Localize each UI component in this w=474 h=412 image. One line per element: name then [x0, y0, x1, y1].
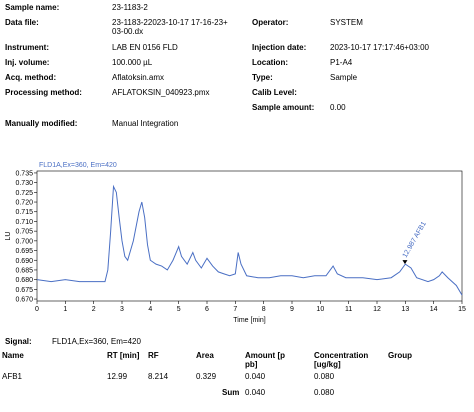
x-tick-label: 10 [316, 306, 324, 313]
column-header: Group [388, 351, 412, 360]
y-tick-label: 0.710 [15, 219, 33, 226]
plot-frame [36, 170, 463, 302]
field-label: Sample amount: [252, 103, 315, 112]
sum-amount: 0.040 [245, 388, 266, 397]
chart-title: FLD1A,Ex=360, Em=420 [39, 162, 117, 169]
y-tick-label: 0.670 [15, 297, 33, 304]
column-header: Amount [ppb] [245, 351, 285, 369]
field-value: SYSTEM [330, 18, 363, 27]
signal-trace [36, 184, 463, 296]
y-tick-label: 0.700 [15, 238, 33, 245]
field-label: Data file: [5, 18, 39, 27]
x-tick-label: 0 [35, 306, 39, 313]
field-label: Type: [252, 73, 273, 82]
column-header: Area [196, 351, 214, 360]
y-tick-label: 0.690 [15, 258, 33, 265]
x-tick-label: 14 [430, 306, 438, 313]
x-tick-label: 4 [148, 306, 152, 313]
x-tick-label: 6 [205, 306, 209, 313]
column-header: RT [min] [107, 351, 140, 360]
field-value: LAB EN 0156 FLD [112, 43, 178, 52]
field-value: Sample [330, 73, 358, 82]
sum-concentration: 0.080 [314, 388, 335, 397]
x-tick-label: 8 [262, 306, 266, 313]
field-value: Manual Integration [112, 119, 179, 128]
field-label: Operator: [252, 18, 289, 27]
y-tick-label: 0.715 [15, 209, 33, 216]
field-label: Location: [252, 58, 288, 67]
y-tick-label: 0.675 [15, 287, 33, 294]
field-label: Injection date: [252, 43, 307, 52]
y-tick-label: 0.705 [15, 229, 33, 236]
field-label: Manually modified: [5, 119, 78, 128]
column-header: Concentration [ug/kg] [314, 351, 369, 369]
peak-label: 12.987 AFB1 [402, 220, 428, 259]
x-tick-label: 15 [458, 306, 466, 313]
y-tick-label: 0.680 [15, 277, 33, 284]
y-tick-label: 0.735 [15, 170, 33, 177]
field-label: Instrument: [5, 43, 49, 52]
field-value: P1-A4 [330, 58, 353, 67]
field-value: Aflatoksin.amx [112, 73, 165, 82]
x-tick-label: 5 [177, 306, 181, 313]
table-cell: 12.99 [107, 372, 128, 381]
field-value: AFLATOKSIN_040923.pmx [112, 88, 210, 97]
field-value: 0.00 [330, 103, 346, 112]
field-value: 23-1183-2 [112, 3, 148, 12]
column-header: RF [148, 351, 159, 360]
y-tick-label: 0.720 [15, 200, 33, 207]
x-tick-label: 1 [63, 306, 67, 313]
sum-label: Sum [222, 388, 240, 397]
table-cell: AFB1 [2, 372, 23, 381]
peak-marker [402, 260, 408, 265]
table-cell: 8.214 [148, 372, 169, 381]
x-tick-label: 13 [401, 306, 409, 313]
y-tick-label: 0.730 [15, 180, 33, 187]
signal-value: FLD1A,Ex=360, Em=420 [52, 337, 141, 346]
column-header: Name [2, 351, 24, 360]
field-label: Calib Level: [252, 88, 297, 97]
table-cell: 0.329 [196, 372, 217, 381]
x-tick-label: 9 [290, 306, 294, 313]
table-cell: 0.080 [314, 372, 335, 381]
field-label: Sample name: [5, 3, 60, 12]
y-tick-label: 0.695 [15, 248, 33, 255]
y-tick-label: 0.685 [15, 267, 33, 274]
y-axis-label: LU [5, 232, 12, 241]
x-tick-label: 11 [345, 306, 352, 313]
field-value: 23-1183-22023-10-17 17-16-23+03-00.dx [112, 18, 228, 36]
x-tick-label: 3 [120, 306, 124, 313]
x-tick-label: 7 [233, 306, 237, 313]
x-tick-label: 12 [373, 306, 381, 313]
field-value: 2023-10-17 17:17:46+03:00 [330, 43, 429, 52]
y-tick-label: 0.725 [15, 190, 33, 197]
x-axis-label: Time [min] [233, 317, 265, 324]
signal-label: Signal: [5, 337, 32, 346]
x-tick-label: 2 [92, 306, 96, 313]
table-cell: 0.040 [245, 372, 266, 381]
field-label: Processing method: [5, 88, 82, 97]
field-label: Acq. method: [5, 73, 57, 82]
field-label: Inj. volume: [5, 58, 50, 67]
field-value: 100.000 µL [112, 58, 153, 67]
